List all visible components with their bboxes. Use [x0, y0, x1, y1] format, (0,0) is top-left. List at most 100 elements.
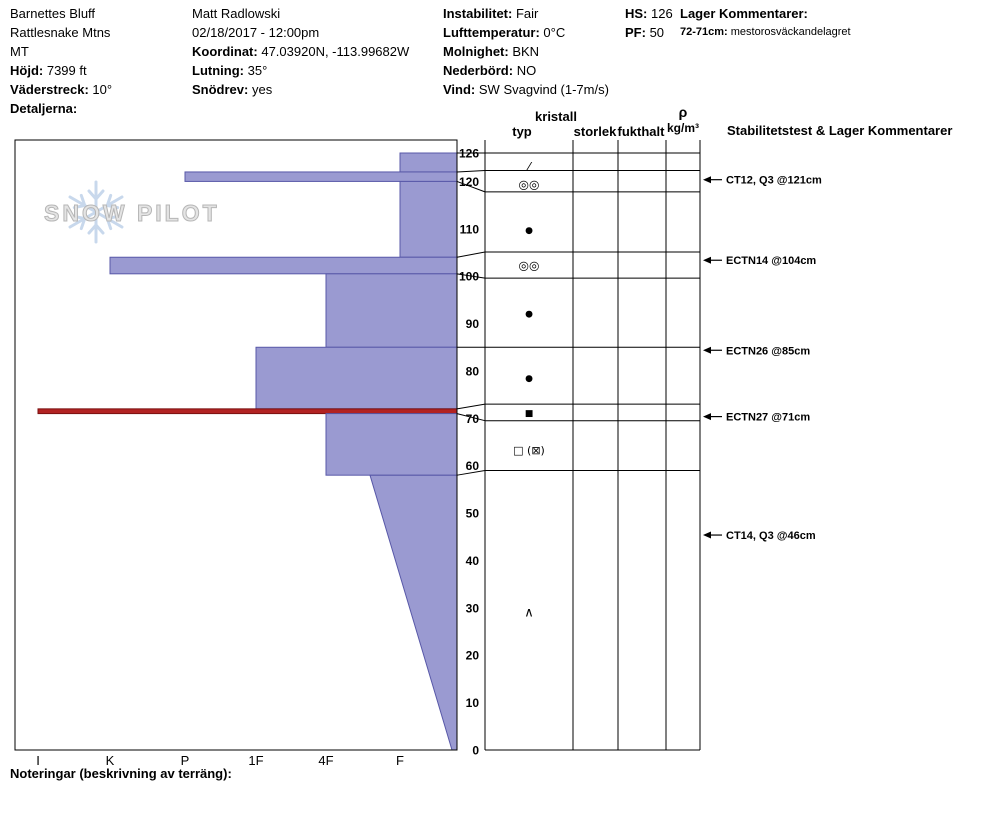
grain-type-symbol: ● — [525, 226, 533, 236]
coordinates-value: 47.03920N, -113.99682W — [261, 44, 410, 59]
depth-axis-label: 110 — [460, 222, 480, 236]
instability-label: Instabilitet: — [443, 6, 513, 21]
hardness-axis-label: 1F — [248, 753, 263, 768]
site-name: Barnettes Bluff — [10, 6, 96, 21]
layer-connector-line — [456, 273, 486, 279]
elevation-line: Höjd: 7399 ft — [10, 61, 112, 80]
precip-line: Nederbörd: NO — [443, 61, 609, 80]
snow-layer — [399, 180, 458, 258]
wind-line: Vind: SW Svagvind (1-7m/s) — [443, 80, 609, 99]
coordinates-line: Koordinat: 47.03920N, -113.99682W — [192, 42, 409, 61]
airtemp-label: Lufttemperatur: — [443, 25, 540, 40]
hs-line: HS: 126 — [625, 4, 673, 23]
depth-axis-label: 0 — [472, 744, 479, 758]
airtemp-line: Lufttemperatur: 0°C — [443, 23, 609, 42]
state: MT — [10, 44, 29, 59]
airtemp-value: 0°C — [543, 25, 566, 40]
layer-connector-line — [456, 251, 486, 258]
depth-axis-label: 100 — [459, 270, 479, 284]
coordinates-label: Koordinat: — [192, 44, 258, 59]
hardness-plot-border — [14, 139, 458, 751]
layer-connector-line — [456, 469, 486, 476]
precip-label: Nederbörd: — [443, 63, 514, 78]
aspect-label: Väderstreck: — [10, 82, 89, 97]
stability-test-label: ECTN14 @104cm — [726, 255, 816, 267]
header-observer-block: Matt Radlowski 02/18/2017 - 12:00pm Koor… — [192, 4, 409, 99]
drift-line: Snödrev: yes — [192, 80, 409, 99]
depth-axis-label: 90 — [466, 317, 480, 331]
test-arrow-head — [703, 256, 711, 264]
header-totals-block: HS: 126 PF: 50 — [625, 4, 673, 42]
sky-label: Molnighet: — [443, 44, 509, 59]
depth-axis-label: 10 — [466, 696, 480, 710]
test-arrow-head — [703, 346, 711, 354]
mountain-range: Rattlesnake Mtns — [10, 25, 111, 40]
col-header-kristall: kristall — [535, 109, 577, 124]
observation-datetime: 02/18/2017 - 12:00pm — [192, 25, 320, 40]
depth-axis-label: 40 — [466, 554, 480, 568]
col-header-fukthalt: fukthalt — [618, 124, 666, 139]
stability-test-label: ECTN26 @85cm — [726, 345, 810, 357]
notes-label: Noteringar (beskrivning av terräng): — [10, 766, 232, 781]
layer-comment-depth: 72-71cm: — [680, 26, 728, 38]
hardness-axis-label: P — [181, 753, 190, 768]
layer-comment-text: mestorosväckandelagret — [730, 26, 851, 38]
grain-type-symbol: ● — [525, 374, 533, 384]
observer-name: Matt Radlowski — [192, 6, 281, 21]
snowpilot-watermark: SNOW PILOT — [44, 178, 294, 250]
snow-layer — [184, 171, 458, 182]
slope-label: Lutning: — [192, 63, 244, 78]
snow-layer — [109, 256, 458, 275]
sky-value: BKN — [512, 44, 540, 59]
header-layer-comments-block: Lager Kommentarer: 72-71cm: mestorosväck… — [680, 4, 851, 42]
layer-connector-line — [456, 413, 486, 422]
wind-value: SW Svagvind (1-7m/s) — [478, 82, 609, 97]
slope-value: 35° — [247, 63, 268, 78]
wind-label: Vind: — [443, 82, 476, 97]
aspect-value: 10° — [92, 82, 113, 97]
details-label: Detaljerna: — [10, 101, 78, 116]
depth-axis-label: 20 — [466, 649, 480, 663]
slope-line: Lutning: 35° — [192, 61, 409, 80]
snow-layer — [325, 273, 458, 348]
test-arrow-head — [703, 531, 711, 539]
stability-test-label: ECTN27 @71cm — [726, 412, 810, 424]
pf-value: 50 — [649, 25, 665, 40]
stability-test-label: CT12, Q3 @121cm — [726, 175, 822, 187]
hs-value: 126 — [651, 6, 673, 21]
depth-axis-label: 80 — [466, 364, 480, 378]
elevation-label: Höjd: — [10, 63, 44, 78]
instability-value: Fair — [515, 6, 539, 21]
layer-connector-line — [456, 180, 486, 193]
header-location-block: Barnettes Bluff Rattlesnake Mtns MT Höjd… — [10, 4, 112, 118]
elevation-value: 7399 ft — [46, 63, 87, 78]
hardness-axis-label: I — [36, 753, 40, 768]
hardness-axis-label: K — [106, 753, 115, 768]
depth-axis-label: 60 — [466, 459, 480, 473]
col-header-density-units: kg/m³ — [667, 121, 699, 135]
layer-comments-label: Lager Kommentarer: — [680, 6, 808, 21]
col-header-density-symbol: ρ — [679, 104, 688, 120]
depth-axis-label: 70 — [466, 412, 480, 426]
instability-line: Instabilitet: Fair — [443, 4, 609, 23]
snow-layer — [255, 346, 458, 410]
precip-value: NO — [516, 63, 537, 78]
layer-comment-line: 72-71cm: mestorosväckandelagret — [680, 23, 851, 42]
snow-layer — [399, 152, 458, 173]
grain-type-symbol: ∧ — [524, 606, 534, 621]
grain-type-symbol: ● — [525, 310, 533, 320]
depth-axis-label: 50 — [466, 507, 480, 521]
depth-axis-label: 30 — [466, 601, 480, 615]
drift-value: yes — [251, 82, 273, 97]
header-conditions-block: Instabilitet: Fair Lufttemperatur: 0°C M… — [443, 4, 609, 99]
depth-axis-label: 120 — [459, 175, 479, 189]
grain-type-symbol: ⁄ — [525, 160, 533, 174]
grain-type-symbol: □ (⊠) — [513, 444, 545, 457]
grain-type-symbol: ◎◎ — [519, 258, 540, 272]
hardness-axis-label: 4F — [318, 753, 333, 768]
snowflake-icon — [62, 178, 130, 251]
layer-connector-line — [456, 403, 486, 410]
drift-label: Snödrev: — [192, 82, 249, 97]
col-header-typ: typ — [512, 124, 532, 139]
